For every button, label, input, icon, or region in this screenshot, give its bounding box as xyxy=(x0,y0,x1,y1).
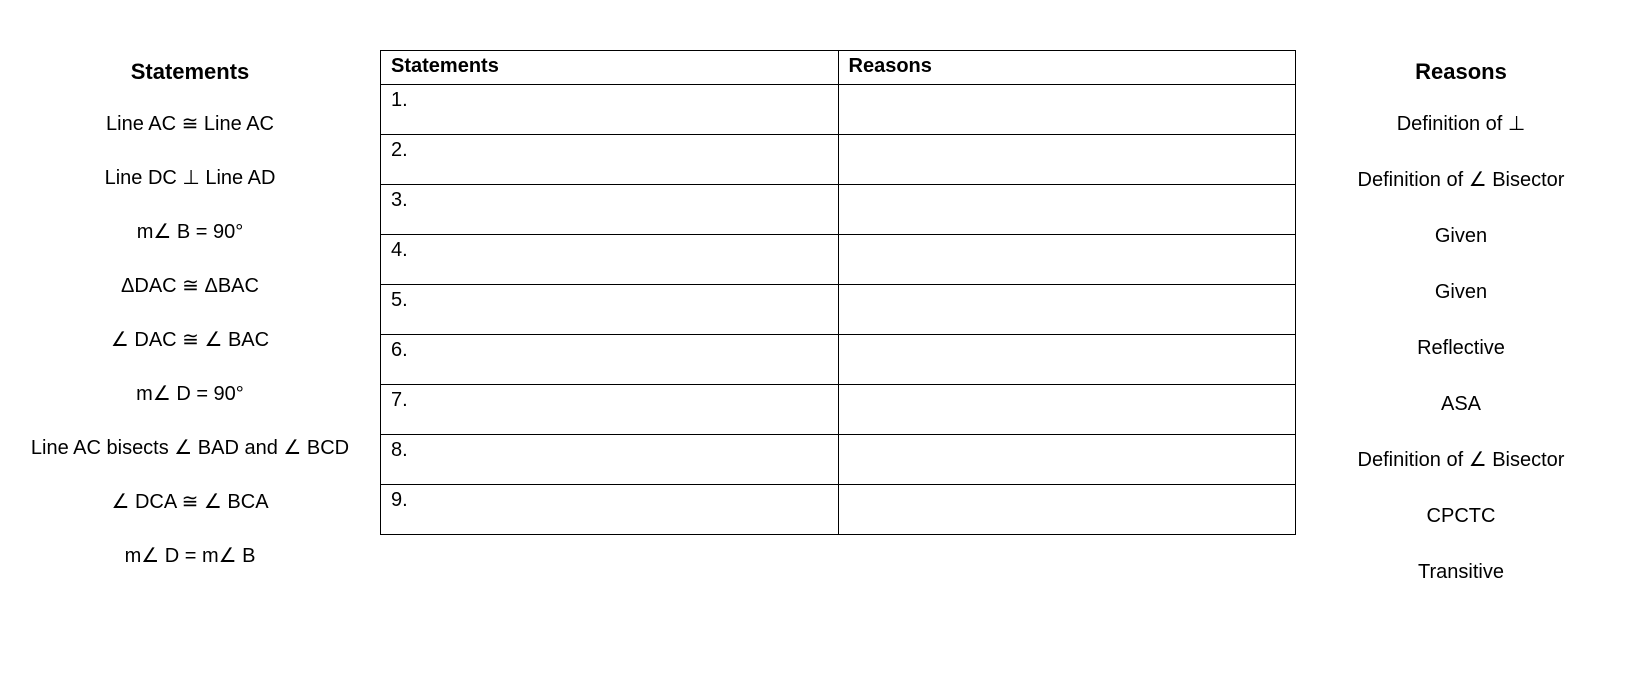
proof-row: 2. xyxy=(381,135,1296,185)
statement-item[interactable]: Line AC ≅ Line AC xyxy=(106,111,274,137)
proof-reason-cell[interactable] xyxy=(838,285,1296,335)
proof-row: 3. xyxy=(381,185,1296,235)
proof-statement-cell[interactable]: 8. xyxy=(381,435,839,485)
statement-item[interactable]: ΔDAC ≅ ΔBAC xyxy=(121,273,259,299)
proof-row: 4. xyxy=(381,235,1296,285)
reason-item[interactable]: Definition of ⊥ xyxy=(1397,111,1526,137)
proof-statement-cell[interactable]: 2. xyxy=(381,135,839,185)
proof-row: 6. xyxy=(381,335,1296,385)
proof-statement-cell[interactable]: 3. xyxy=(381,185,839,235)
proof-reason-cell[interactable] xyxy=(838,435,1296,485)
statements-bank: Statements Line AC ≅ Line AC Line DC ⊥ L… xyxy=(10,50,370,597)
proof-table: Statements Reasons 1. 2. 3. 4. xyxy=(380,50,1296,535)
proof-statement-cell[interactable]: 7. xyxy=(381,385,839,435)
proof-row: 1. xyxy=(381,85,1296,135)
proof-row: 9. xyxy=(381,485,1296,535)
row-number: 8. xyxy=(391,439,408,461)
statement-item[interactable]: ∠ DCA ≅ ∠ BCA xyxy=(111,489,268,515)
proof-reason-cell[interactable] xyxy=(838,185,1296,235)
statement-item[interactable]: m∠ D = 90° xyxy=(136,381,244,407)
statement-item[interactable]: m∠ D = m∠ B xyxy=(125,543,256,569)
row-number: 3. xyxy=(391,189,408,211)
proof-row: 7. xyxy=(381,385,1296,435)
row-number: 7. xyxy=(391,389,408,411)
reason-item[interactable]: Given xyxy=(1435,279,1487,305)
reasons-bank-heading: Reasons xyxy=(1415,58,1507,87)
reasons-bank: Reasons Definition of ⊥ Definition of ∠ … xyxy=(1306,50,1616,615)
proof-reason-cell[interactable] xyxy=(838,335,1296,385)
reason-item[interactable]: Reflective xyxy=(1417,335,1505,361)
proof-statement-cell[interactable]: 6. xyxy=(381,335,839,385)
proof-reason-cell[interactable] xyxy=(838,85,1296,135)
proof-row: 5. xyxy=(381,285,1296,335)
reason-item[interactable]: Definition of ∠ Bisector xyxy=(1358,447,1565,473)
worksheet-page: Statements Line AC ≅ Line AC Line DC ⊥ L… xyxy=(0,0,1626,681)
statement-item[interactable]: m∠ B = 90° xyxy=(137,219,244,245)
row-number: 2. xyxy=(391,139,408,161)
proof-col-reasons: Reasons xyxy=(838,51,1296,85)
row-number: 9. xyxy=(391,489,408,511)
row-number: 1. xyxy=(391,89,408,111)
reason-item[interactable]: ASA xyxy=(1441,391,1481,417)
proof-table-header-row: Statements Reasons xyxy=(381,51,1296,85)
proof-reason-cell[interactable] xyxy=(838,235,1296,285)
proof-reason-cell[interactable] xyxy=(838,485,1296,535)
proof-statement-cell[interactable]: 4. xyxy=(381,235,839,285)
proof-statement-cell[interactable]: 1. xyxy=(381,85,839,135)
proof-reason-cell[interactable] xyxy=(838,385,1296,435)
reason-item[interactable]: Transitive xyxy=(1418,559,1504,585)
row-number: 4. xyxy=(391,239,408,261)
row-number: 6. xyxy=(391,339,408,361)
proof-table-wrap: Statements Reasons 1. 2. 3. 4. xyxy=(370,50,1306,535)
reason-item[interactable]: Given xyxy=(1435,223,1487,249)
reason-item[interactable]: Definition of ∠ Bisector xyxy=(1358,167,1565,193)
proof-reason-cell[interactable] xyxy=(838,135,1296,185)
proof-statement-cell[interactable]: 5. xyxy=(381,285,839,335)
row-number: 5. xyxy=(391,289,408,311)
statement-item[interactable]: Line DC ⊥ Line AD xyxy=(105,165,276,191)
proof-col-statements: Statements xyxy=(381,51,839,85)
statements-bank-heading: Statements xyxy=(131,58,250,87)
statement-item[interactable]: ∠ DAC ≅ ∠ BAC xyxy=(111,327,269,353)
reason-item[interactable]: CPCTC xyxy=(1427,503,1496,529)
proof-statement-cell[interactable]: 9. xyxy=(381,485,839,535)
proof-row: 8. xyxy=(381,435,1296,485)
statement-item[interactable]: Line AC bisects ∠ BAD and ∠ BCD xyxy=(31,435,349,461)
